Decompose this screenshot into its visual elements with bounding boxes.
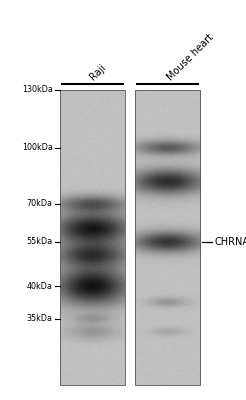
Text: 40kDa: 40kDa [27,282,53,291]
Text: Mouse heart: Mouse heart [165,32,215,82]
Text: 35kDa: 35kDa [27,314,53,323]
Text: 130kDa: 130kDa [22,86,53,94]
Text: 100kDa: 100kDa [22,143,53,152]
Text: 55kDa: 55kDa [27,238,53,246]
Bar [135,90,200,385]
Text: Raji: Raji [88,62,108,82]
Text: CHRNA6: CHRNA6 [215,237,246,247]
Bar [60,90,125,385]
Text: 70kDa: 70kDa [27,199,53,208]
